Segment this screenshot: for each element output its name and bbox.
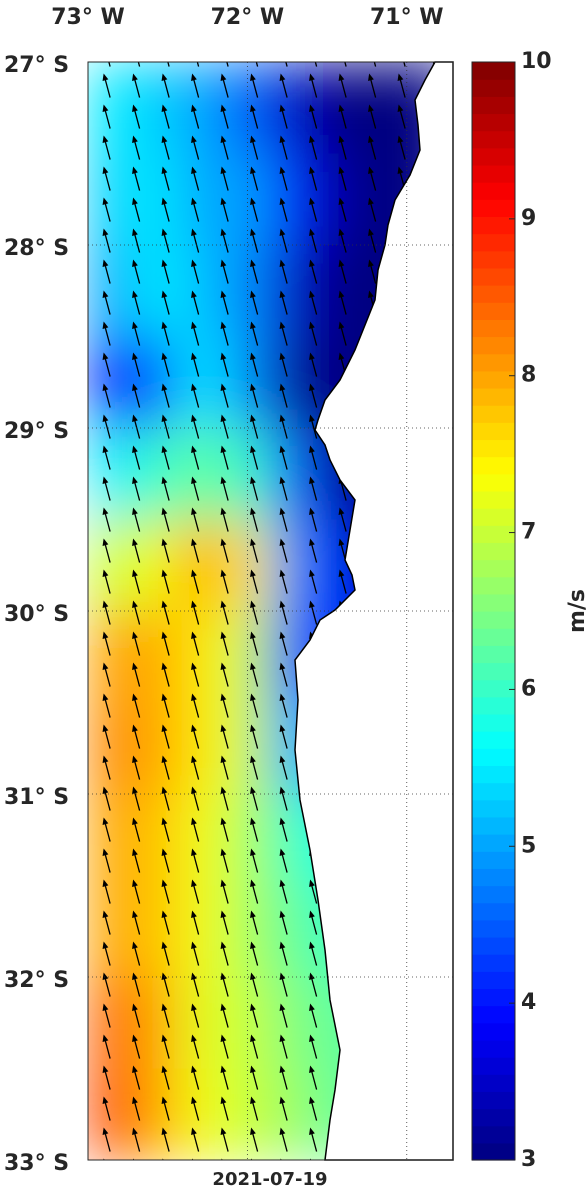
colorbar-step: [472, 387, 515, 406]
colorbar-step: [472, 147, 515, 166]
colorbar-tick-label: 6: [521, 676, 536, 701]
colorbar-step: [472, 182, 515, 200]
colorbar-step: [472, 525, 515, 543]
colorbar-step: [472, 490, 515, 509]
colorbar-step: [472, 1091, 515, 1110]
colorbar-tick-label: 9: [521, 206, 536, 231]
colorbar-step: [472, 199, 515, 218]
colorbar-step: [472, 62, 515, 80]
colorbar-tick-label: 3: [521, 1147, 536, 1172]
colorbar-step: [472, 765, 515, 784]
colorbar-step: [472, 1022, 515, 1041]
colorbar-step: [472, 250, 515, 269]
colorbar-label: m/s: [565, 589, 588, 633]
colorbar-step: [472, 645, 515, 664]
colorbar-step: [472, 954, 515, 972]
colorbar-step: [472, 405, 515, 423]
colorbar-step: [472, 267, 515, 286]
colorbar-step: [472, 782, 515, 801]
colorbar-tick-label: 10: [521, 49, 552, 74]
colorbar-step: [472, 696, 515, 715]
colorbar-step: [472, 1057, 515, 1075]
plot-frame: [87, 61, 454, 1161]
colorbar-step: [472, 353, 515, 372]
colorbar-step: [472, 576, 515, 595]
colorbar-step: [472, 885, 515, 904]
colorbar-step: [472, 868, 515, 887]
colorbar: [472, 61, 515, 1161]
lon-tick-label: 73° W: [51, 5, 125, 30]
colorbar-step: [472, 662, 515, 681]
colorbar-step: [472, 936, 515, 955]
lat-tick-label: 32° S: [4, 968, 69, 993]
colorbar-step: [472, 456, 515, 475]
colorbar-tick-label: 4: [521, 990, 536, 1015]
colorbar-step: [472, 233, 515, 252]
colorbar-step: [472, 799, 515, 818]
colorbar-step: [472, 988, 515, 1007]
colorbar-step: [472, 593, 515, 612]
lon-tick-label: 71° W: [370, 5, 444, 30]
colorbar-step: [472, 216, 515, 235]
colorbar-step: [472, 113, 515, 132]
colorbar-step: [472, 1142, 515, 1161]
colorbar-step: [472, 713, 515, 732]
colorbar-step: [472, 302, 515, 320]
colorbar-step: [472, 919, 515, 938]
lat-tick-label: 30° S: [4, 602, 69, 627]
colorbar-step: [472, 679, 515, 698]
colorbar-step: [472, 748, 515, 767]
colorbar-tick-label: 7: [521, 520, 536, 545]
lat-tick-label: 31° S: [4, 785, 69, 810]
colorbar-step: [472, 816, 515, 835]
colorbar-tick-label: 5: [521, 833, 536, 858]
colorbar-step: [472, 164, 515, 183]
colorbar-step: [472, 79, 515, 97]
colorbar-step: [472, 336, 515, 355]
colorbar-step: [472, 834, 515, 852]
colorbar-frame: [471, 61, 516, 1161]
colorbar-step: [472, 96, 515, 115]
lat-tick-label: 33° S: [4, 1151, 69, 1176]
colorbar-tick-label: 8: [521, 363, 536, 388]
land: [294, 61, 454, 1161]
colorbar-step: [472, 851, 515, 869]
colorbar-step: [472, 439, 515, 458]
colorbar-step: [472, 1074, 515, 1092]
lon-tick-label: 72° W: [211, 5, 285, 30]
colorbar-step: [472, 628, 515, 646]
lat-tick-label: 27° S: [4, 53, 69, 78]
colorbar-step: [472, 611, 515, 629]
colorbar-step: [472, 1039, 515, 1058]
colorbar-step: [472, 130, 515, 149]
colorbar-step: [472, 1108, 515, 1127]
colorbar-step: [472, 559, 515, 578]
colorbar-step: [472, 1005, 515, 1024]
colorbar-step: [472, 542, 515, 561]
lat-tick-label: 28° S: [4, 236, 69, 261]
lat-tick-label: 29° S: [4, 419, 69, 444]
colorbar-step: [472, 1125, 515, 1144]
colorbar-step: [472, 508, 515, 526]
colorbar-step: [472, 422, 515, 441]
colorbar-step: [472, 971, 515, 990]
colorbar-step: [472, 473, 515, 492]
colorbar-step: [472, 731, 515, 749]
colorbar-step: [472, 370, 515, 389]
colorbar-step: [472, 902, 515, 921]
colorbar-step: [472, 285, 515, 303]
colorbar-step: [472, 319, 515, 338]
date-label: 2021-07-19: [212, 1169, 327, 1188]
